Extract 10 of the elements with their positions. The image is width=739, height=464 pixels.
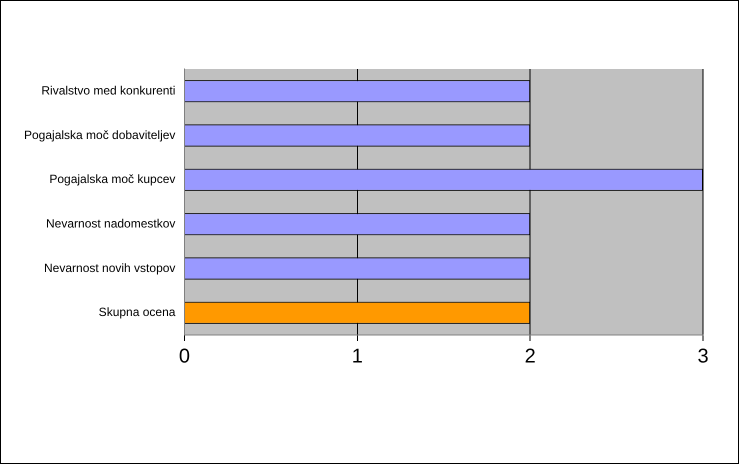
y-tick-label: Pogajalska moč kupcev <box>49 172 176 186</box>
y-tick-label: Nevarnost novih vstopov <box>44 260 176 275</box>
x-tick-label: 1 <box>352 346 363 368</box>
x-tick-label: 0 <box>178 346 190 368</box>
y-tick-label: Nevarnost nadomestkov <box>46 216 176 230</box>
y-tick-label: Rivalstvo med konkurenti <box>41 83 176 98</box>
y-tick-label: Pogajalska moč dobaviteljev <box>24 128 176 142</box>
y-tick-label: Skupna ocena <box>98 305 176 320</box>
x-tick-label: 2 <box>524 346 536 368</box>
x-tick-label: 3 <box>697 346 709 368</box>
